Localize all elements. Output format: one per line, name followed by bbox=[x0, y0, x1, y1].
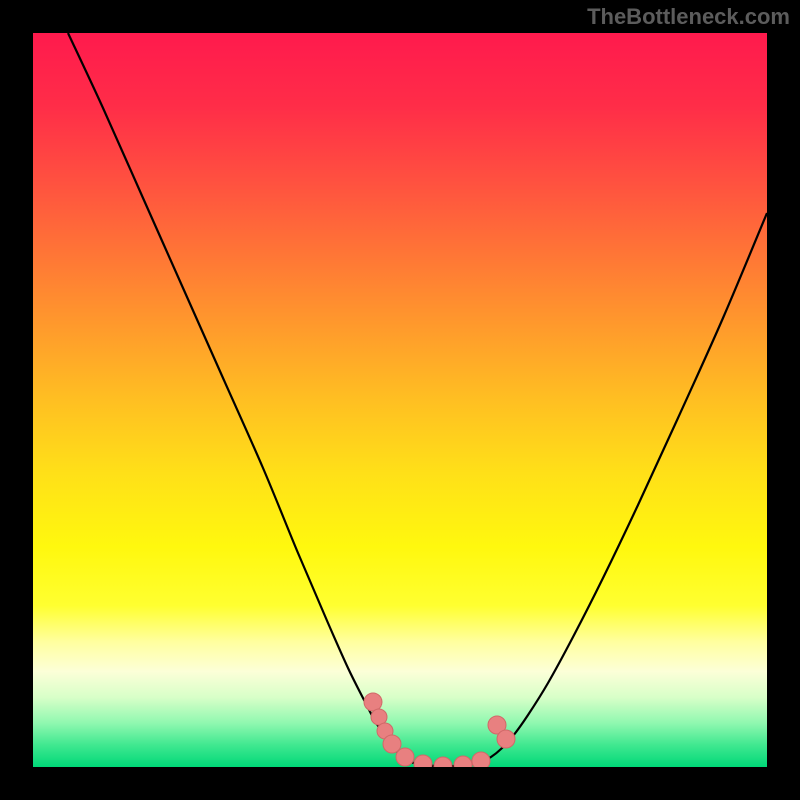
watermark-text: TheBottleneck.com bbox=[587, 4, 790, 30]
curve-marker bbox=[414, 755, 432, 773]
curve-marker bbox=[472, 752, 490, 770]
curve-marker bbox=[497, 730, 515, 748]
curve-marker bbox=[454, 756, 472, 774]
curve-marker bbox=[434, 757, 452, 775]
chart-container: TheBottleneck.com bbox=[0, 0, 800, 800]
plot-background bbox=[33, 33, 767, 767]
bottleneck-chart bbox=[0, 0, 800, 800]
curve-marker bbox=[364, 693, 382, 711]
curve-marker bbox=[396, 748, 414, 766]
